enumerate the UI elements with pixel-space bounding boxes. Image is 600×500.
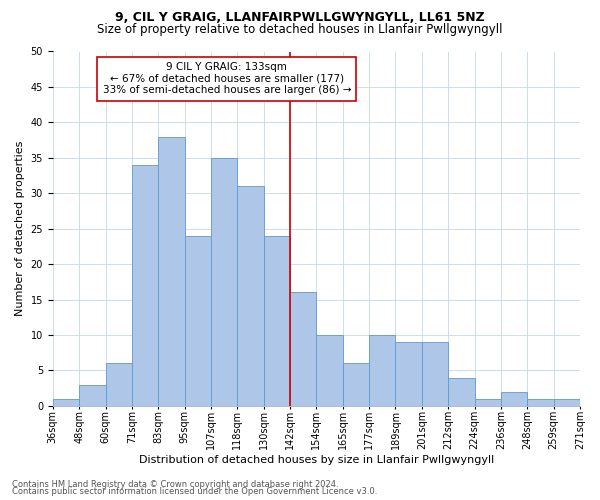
X-axis label: Distribution of detached houses by size in Llanfair Pwllgwyngyll: Distribution of detached houses by size … [139, 455, 494, 465]
Bar [448, 378, 475, 406]
Y-axis label: Number of detached properties: Number of detached properties [15, 141, 25, 316]
Text: 9, CIL Y GRAIG, LLANFAIRPWLLGWYNGYLL, LL61 5NZ: 9, CIL Y GRAIG, LLANFAIRPWLLGWYNGYLL, LL… [115, 11, 485, 24]
Bar [263, 236, 290, 406]
Bar [343, 364, 369, 406]
Bar [422, 342, 448, 406]
Bar [106, 364, 132, 406]
Text: 9 CIL Y GRAIG: 133sqm
← 67% of detached houses are smaller (177)
33% of semi-det: 9 CIL Y GRAIG: 133sqm ← 67% of detached … [103, 62, 351, 96]
Bar [369, 335, 395, 406]
Bar [527, 399, 554, 406]
Bar [290, 292, 316, 406]
Bar [475, 399, 501, 406]
Bar [132, 165, 158, 406]
Bar [316, 335, 343, 406]
Text: Size of property relative to detached houses in Llanfair Pwllgwyngyll: Size of property relative to detached ho… [97, 22, 503, 36]
Bar [79, 384, 106, 406]
Bar [238, 186, 263, 406]
Bar [501, 392, 527, 406]
Bar [158, 136, 185, 406]
Bar [395, 342, 422, 406]
Bar [211, 158, 238, 406]
Bar [554, 399, 580, 406]
Text: Contains HM Land Registry data © Crown copyright and database right 2024.: Contains HM Land Registry data © Crown c… [12, 480, 338, 489]
Text: Contains public sector information licensed under the Open Government Licence v3: Contains public sector information licen… [12, 487, 377, 496]
Bar [53, 399, 79, 406]
Bar [185, 236, 211, 406]
